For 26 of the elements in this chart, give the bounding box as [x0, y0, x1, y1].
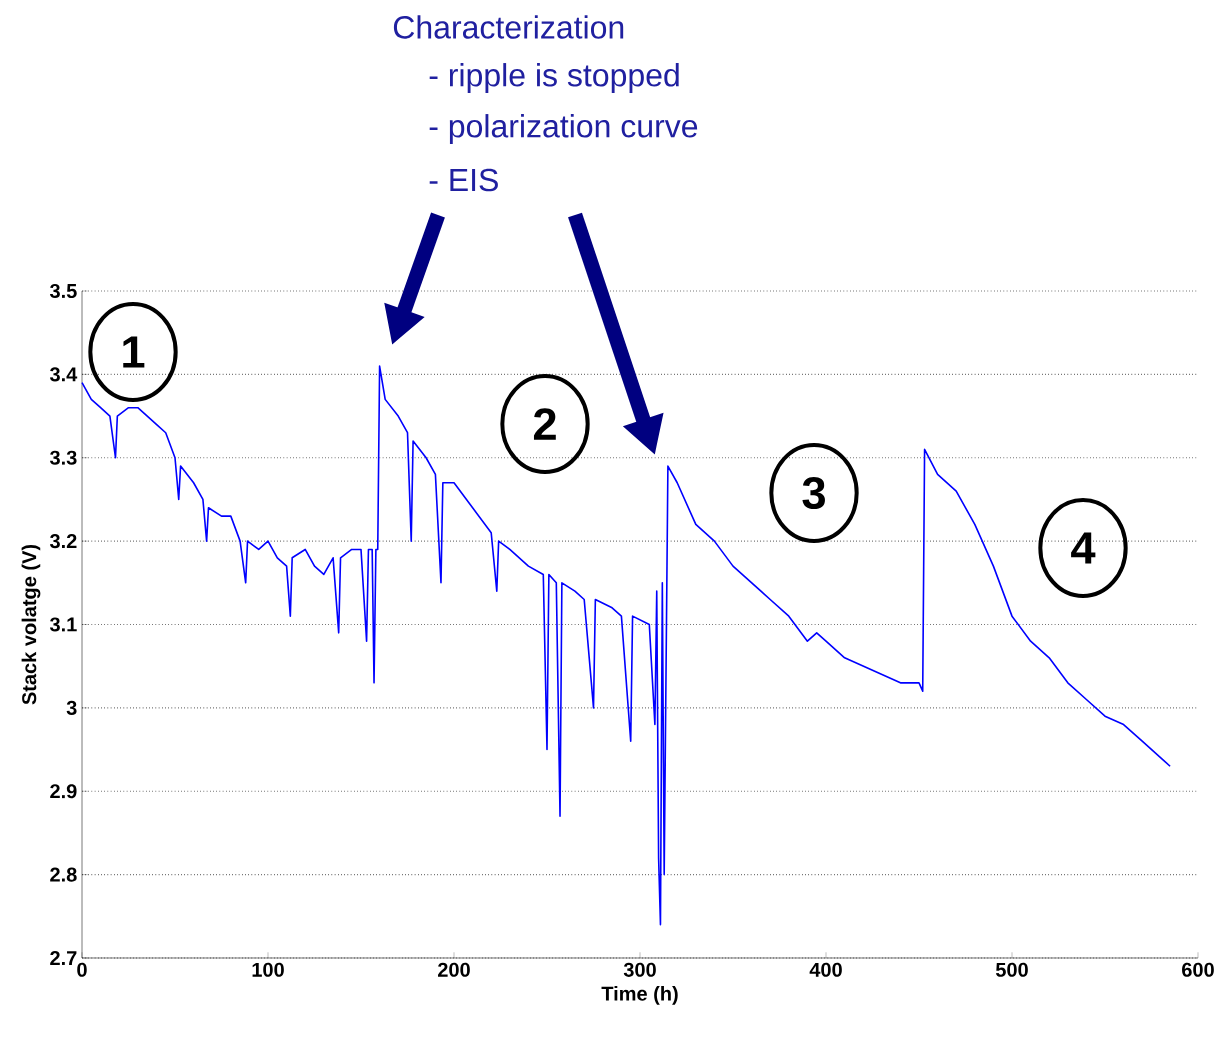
y-tick-label: 2.9 — [50, 784, 77, 799]
y-tick-label: 3.3 — [49, 450, 77, 465]
y-tick-label: 3 — [66, 700, 77, 715]
x-tick-label: 400 — [809, 962, 842, 977]
y-tick-label: 3.4 — [49, 367, 78, 382]
x-tick-label: 100 — [252, 962, 284, 977]
y-tick-label: 2.8 — [50, 867, 77, 882]
annotation: 2 — [533, 408, 556, 440]
text: - EIS — [429, 168, 498, 192]
y-tick-label: 3.2 — [49, 534, 77, 549]
annotation: 3 — [802, 476, 825, 510]
text: - ripple is stopped — [429, 63, 679, 93]
x-tick-label: 300 — [623, 962, 656, 977]
x-tick-label: 200 — [438, 962, 470, 977]
annotation: 1 — [123, 336, 145, 368]
x-tick-label: 0 — [77, 962, 87, 977]
x-tick-label: 600 — [1182, 962, 1214, 977]
annotation: 4 — [1071, 532, 1096, 564]
y-tick-label: 2.7 — [50, 951, 77, 965]
x-tick-label: 500 — [995, 962, 1028, 977]
y-tick-label: 3.5 — [49, 283, 77, 299]
y-axis-title: Stack volatge (V) — [21, 544, 41, 705]
y-tick-label: 3.1 — [49, 617, 77, 632]
x-axis-title: Time (h) — [601, 986, 678, 1005]
text: Characterization — [393, 15, 624, 39]
text: - polarization curve — [429, 114, 698, 144]
